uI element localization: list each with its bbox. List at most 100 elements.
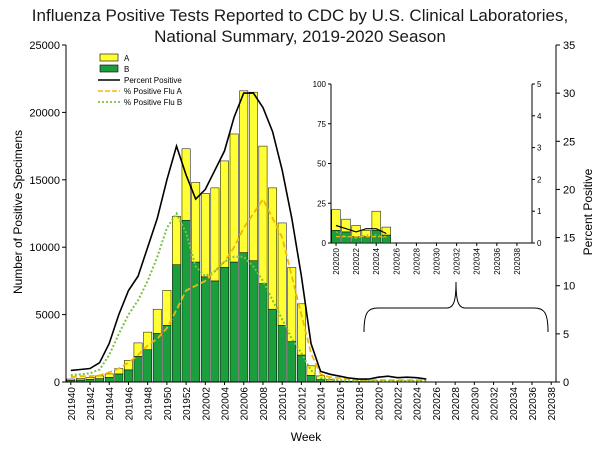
inset-x-tick-label: 202028 <box>412 247 421 274</box>
inset-x-tick-label: 202024 <box>372 247 381 274</box>
bar-b <box>229 261 239 383</box>
x-tick-label: 201950 <box>163 387 174 421</box>
legend-swatch-b <box>99 64 119 73</box>
inset-y-tick-label: 25 <box>317 199 326 208</box>
bar-b <box>172 264 181 383</box>
bar-a <box>133 342 143 357</box>
x-tick-label: 202014 <box>317 387 328 421</box>
bar-b <box>210 280 220 383</box>
bar-b <box>220 267 229 383</box>
x-tick-label: 202006 <box>240 387 251 421</box>
inset-y-tick-label: 50 <box>317 160 326 169</box>
chart-title-line1: Influenza Positive Tests Reported to CDC… <box>31 6 569 25</box>
inset-y2-tick-label: 3 <box>537 144 542 153</box>
chart-title-line2: National Summary, 2019-2020 Season <box>154 27 446 46</box>
inset-y2-tick-label: 2 <box>537 175 542 184</box>
inset-bar-a <box>331 209 341 231</box>
bar-b <box>191 261 201 383</box>
x-axis-label: Week <box>291 430 322 444</box>
x-tick-label: 202032 <box>490 387 501 421</box>
x-tick-label: 201948 <box>144 387 155 421</box>
x-tick-label: 201952 <box>182 387 193 421</box>
main-axes-group: 0 5000 10000 15000 20000 25000 0 5 10 15 20 25 30 35 2… <box>29 40 575 420</box>
y-tick-label: 15000 <box>29 175 60 187</box>
y-tick-label: 0 <box>54 377 60 389</box>
line-percent-positive <box>70 92 427 380</box>
inset-x-tick-label: 202020 <box>332 247 341 274</box>
bar-a <box>239 90 249 253</box>
bar-a <box>104 373 114 378</box>
bar-b <box>277 325 287 383</box>
x-tick-label: 202030 <box>470 387 481 421</box>
inset-y-tick-label: 100 <box>313 80 327 89</box>
inset-y2-tick-label: 0 <box>537 239 542 248</box>
y2-tick-label: 30 <box>563 88 575 100</box>
inset-bar-a <box>371 210 381 231</box>
bar-a <box>210 187 220 282</box>
y2-tick-label: 35 <box>563 40 575 52</box>
y2-tick-label: 10 <box>563 281 575 293</box>
bar-a <box>200 193 210 278</box>
x-tick-label: 202038 <box>547 387 558 421</box>
bar-a <box>152 308 162 334</box>
y-tick-label: 5000 <box>36 310 60 322</box>
x-tick-label: 202026 <box>432 387 443 421</box>
x-tick-label: 202010 <box>278 387 289 421</box>
main-bars-group <box>66 90 431 383</box>
y-tick-label: 20000 <box>29 107 60 119</box>
bar-a <box>191 182 201 263</box>
line-percent-flu-a <box>70 197 427 382</box>
inset-bar-a <box>381 226 391 236</box>
inset-background <box>331 82 532 243</box>
x-tick-label: 202008 <box>259 387 270 421</box>
x-tick-label: 202034 <box>509 387 520 421</box>
bar-a <box>172 215 181 265</box>
inset-y2-tick-label: 1 <box>537 207 542 216</box>
bar-a <box>277 222 287 326</box>
bar-b <box>124 369 133 383</box>
bar-b <box>239 252 249 383</box>
y-axis-label: Number of Positive Specimens <box>11 130 25 294</box>
x-tick-label: 202016 <box>336 387 347 421</box>
bar-a <box>258 145 268 284</box>
y2-tick-label: 25 <box>563 136 575 148</box>
inset-line-percent-flu-b <box>335 231 387 239</box>
bar-a <box>268 187 277 310</box>
bar-b <box>258 283 268 383</box>
x-tick-label: 201944 <box>105 387 116 421</box>
inset-x-tick-label: 202034 <box>473 247 482 274</box>
bar-b <box>162 325 172 383</box>
legend-label-percent-positive: Percent Positive <box>124 76 182 85</box>
x-tick-label: 202018 <box>355 387 366 421</box>
bar-b <box>104 377 114 383</box>
bar-a <box>229 133 239 263</box>
y-tick-label: 25000 <box>29 40 60 52</box>
bar-b <box>268 308 277 383</box>
bar-b <box>287 341 297 383</box>
bar-a <box>162 290 172 326</box>
inset-chart: 0 25 50 75 100 0 1 2 3 4 5 202020 202022 202024 202026… <box>313 80 542 275</box>
y-tick-label: 10000 <box>29 242 60 254</box>
y2-tick-label: 5 <box>563 329 569 341</box>
legend-swatch-a <box>99 53 119 62</box>
y2-tick-label: 15 <box>563 233 575 245</box>
x-tick-label: 201940 <box>67 387 78 421</box>
bar-a <box>95 375 105 379</box>
inset-y-tick-label: 75 <box>317 120 326 129</box>
x-tick-label: 202024 <box>413 387 424 421</box>
bar-b <box>95 378 105 383</box>
legend-label-b: B <box>124 65 129 74</box>
bar-a <box>220 160 229 268</box>
bar-a <box>181 148 191 221</box>
bar-b <box>200 276 210 383</box>
x-tick-label: 201946 <box>124 387 135 421</box>
inset-bar-b <box>361 236 371 244</box>
inset-bracket <box>363 281 549 333</box>
y2-axis-label: Percent Positive <box>581 168 595 255</box>
x-tick-label: 201942 <box>86 387 97 421</box>
bar-a <box>248 91 258 261</box>
legend-label-percent-flu-a: % Positive Flu A <box>124 87 182 96</box>
y2-tick-label: 20 <box>563 184 575 196</box>
inset-x-tick-label: 202030 <box>433 247 442 274</box>
